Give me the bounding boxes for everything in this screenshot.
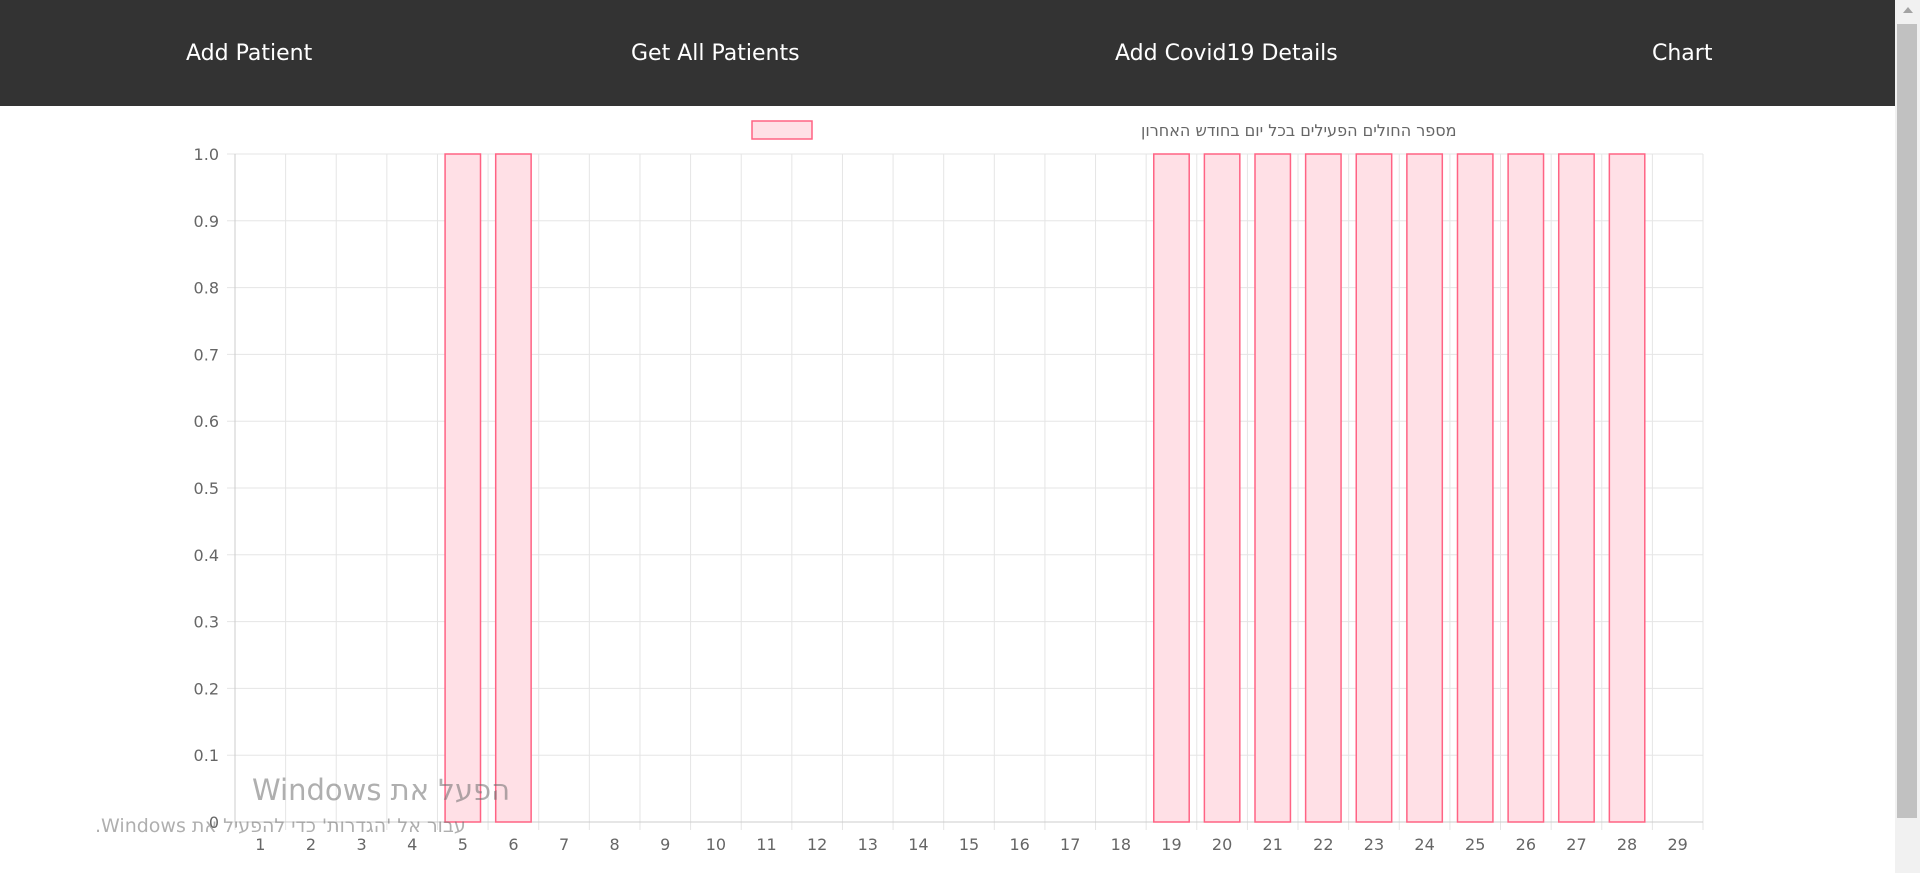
x-tick-label: 7	[559, 835, 569, 854]
y-tick-label: 0.4	[194, 546, 219, 565]
nav-chart-link[interactable]: Chart	[1652, 41, 1713, 66]
windows-activation-watermark-subtitle: עבור אל 'הגדרות' כדי להפעיל את Windows.	[95, 815, 466, 837]
y-axis-ticks: 0 0.1 0.2 0.3 0.4 0.5 0.6 0.7 0.8 0.9 1.0	[194, 145, 219, 832]
y-tick-label: 0.9	[194, 212, 219, 231]
bar-day-25[interactable]	[1456, 153, 1494, 823]
x-tick-label: 4	[407, 835, 417, 854]
x-tick-label: 25	[1465, 835, 1485, 854]
x-tick-label: 13	[858, 835, 878, 854]
x-tick-label: 22	[1313, 835, 1333, 854]
bar-day-26[interactable]	[1507, 153, 1545, 823]
bar-day-28[interactable]	[1608, 153, 1646, 823]
x-tick-label: 5	[458, 835, 468, 854]
bar-day-24[interactable]	[1406, 153, 1444, 823]
x-tick-label: 19	[1161, 835, 1181, 854]
y-tick-label: 0.2	[194, 679, 219, 698]
y-tick-label: 1.0	[194, 145, 219, 164]
legend-label[interactable]: מספר החולים הפעילים בכל יום בחודש האחרון	[1141, 121, 1457, 140]
scroll-up-arrow-icon[interactable]	[1903, 7, 1913, 13]
x-tick-label: 29	[1668, 835, 1688, 854]
legend-swatch[interactable]	[751, 120, 813, 140]
x-tick-label: 11	[756, 835, 776, 854]
x-tick-label: 2	[306, 835, 316, 854]
bar-day-6[interactable]	[494, 153, 532, 823]
bar-day-27[interactable]	[1557, 153, 1595, 823]
chart-bars	[444, 153, 1646, 823]
x-axis-ticks: 1 2 3 4 5 6 7 8 9 10 11 12 13 14 15 16 17 18 19 20 21 22 23 24 2…	[255, 835, 1688, 854]
x-tick-label: 6	[508, 835, 518, 854]
x-tick-label: 28	[1617, 835, 1637, 854]
x-tick-label: 12	[807, 835, 827, 854]
navbar: Add Patient Get All Patients Add Covid19…	[0, 0, 1895, 106]
bar-day-19[interactable]	[1153, 153, 1190, 823]
x-tick-label: 24	[1414, 835, 1434, 854]
x-tick-label: 3	[356, 835, 366, 854]
x-tick-label: 23	[1364, 835, 1384, 854]
x-tick-label: 8	[610, 835, 620, 854]
bar-day-5[interactable]	[444, 153, 482, 823]
x-tick-label: 18	[1111, 835, 1131, 854]
x-tick-label: 17	[1060, 835, 1080, 854]
nav-get-all-patients-link[interactable]: Get All Patients	[631, 41, 800, 66]
y-tick-label: 0.3	[194, 613, 219, 632]
x-tick-label: 20	[1212, 835, 1232, 854]
x-tick-label: 9	[660, 835, 670, 854]
x-tick-label: 26	[1516, 835, 1536, 854]
bar-day-23[interactable]	[1355, 153, 1393, 823]
nav-add-patient-link[interactable]: Add Patient	[186, 41, 313, 66]
y-tick-label: 0.1	[194, 746, 219, 765]
y-tick-label: 0.6	[194, 412, 219, 431]
x-tick-label: 16	[1009, 835, 1029, 854]
bar-day-21[interactable]	[1254, 153, 1292, 823]
x-tick-label: 1	[255, 835, 265, 854]
bar-day-20[interactable]	[1203, 153, 1241, 823]
vertical-scrollbar[interactable]	[1895, 0, 1920, 873]
y-tick-label: 0.7	[194, 345, 219, 364]
x-tick-label: 14	[908, 835, 928, 854]
chart-legend[interactable]: מספר החולים הפעילים בכל יום בחודש האחרון	[751, 120, 1457, 140]
y-tick-label: 0.8	[194, 279, 219, 298]
y-tick-label: 0	[209, 813, 219, 832]
x-tick-label: 21	[1263, 835, 1283, 854]
nav-add-covid-details-link[interactable]: Add Covid19 Details	[1115, 41, 1338, 66]
y-tick-label: 0.5	[194, 479, 219, 498]
x-tick-label: 10	[706, 835, 726, 854]
bar-day-22[interactable]	[1304, 153, 1342, 823]
x-tick-label: 15	[959, 835, 979, 854]
windows-activation-watermark-title: הפעל את Windows	[252, 773, 511, 807]
scrollbar-thumb[interactable]	[1897, 24, 1917, 818]
x-tick-label: 27	[1566, 835, 1586, 854]
